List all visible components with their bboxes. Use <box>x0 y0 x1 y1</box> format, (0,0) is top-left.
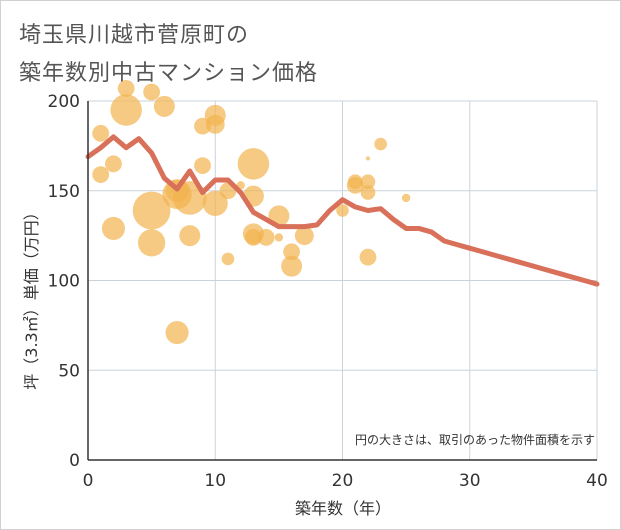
y-tick-label: 100 <box>48 272 80 292</box>
bubble <box>92 166 110 183</box>
bubble <box>153 95 175 117</box>
tick-labels: 0 50 100 150 200 0 10 20 30 40 <box>48 92 608 491</box>
grid <box>88 100 598 460</box>
bubbles <box>92 80 411 345</box>
x-tick-label: 10 <box>204 471 226 491</box>
x-axis-label: 築年数（年） <box>295 499 391 518</box>
x-tick-label: 40 <box>586 471 608 491</box>
bubble <box>283 243 300 261</box>
bubble <box>336 204 349 217</box>
bubble <box>110 94 142 126</box>
bubble <box>202 190 228 216</box>
bubble <box>101 216 125 240</box>
x-tick-label: 30 <box>459 471 481 491</box>
bubble <box>257 229 275 246</box>
chart-title-line-2: 築年数別中古マンション価格 <box>19 61 319 86</box>
size-legend-note: 円の大きさは、取引のあった物件面積を示す <box>355 432 595 447</box>
bubble <box>245 229 262 246</box>
bubble <box>221 252 235 266</box>
bubble <box>346 176 364 194</box>
trend-line-group <box>85 134 600 287</box>
bubble <box>401 193 411 203</box>
y-tick-label: 150 <box>48 182 80 202</box>
trend-line <box>85 134 600 287</box>
bubble <box>92 124 110 142</box>
bubble <box>143 83 161 101</box>
bubble <box>237 148 270 180</box>
bubble <box>137 229 166 257</box>
bubble <box>360 174 376 190</box>
bubble <box>105 155 122 173</box>
x-tick-label: 0 <box>83 471 94 491</box>
bubble <box>360 185 376 200</box>
x-tick-label: 20 <box>332 471 354 491</box>
bubble <box>205 114 225 134</box>
bubble <box>365 156 371 161</box>
bubble <box>281 255 303 277</box>
chart-title-line-1: 埼玉県川越市菅原町の <box>19 23 250 48</box>
bubble <box>374 137 387 151</box>
bubble <box>359 248 377 266</box>
bubble <box>132 191 171 230</box>
bubble <box>165 321 189 345</box>
y-axis-label: 坪（3.3㎡）単価（万円） <box>22 204 41 389</box>
bubble <box>117 80 135 97</box>
y-tick-label: 50 <box>58 361 80 381</box>
bubble <box>179 225 201 247</box>
bubble <box>294 226 314 246</box>
bubble <box>194 157 211 175</box>
y-tick-label: 0 <box>69 451 80 471</box>
axes <box>87 101 597 461</box>
y-tick-label: 200 <box>48 92 80 112</box>
bubble <box>274 233 284 242</box>
